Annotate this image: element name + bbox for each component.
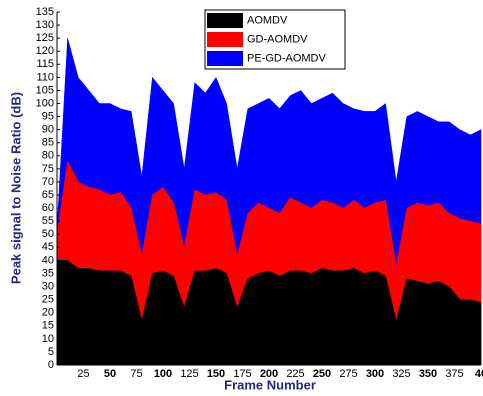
y-tick-label: 15 — [42, 320, 54, 332]
y-axis-title: Peak signal to Noise Ratio (dB) — [8, 92, 23, 284]
x-tick-label: 325 — [392, 368, 410, 380]
x-tick-label: 350 — [419, 368, 437, 380]
x-tick-label: 200 — [260, 368, 278, 380]
y-tick-label: 115 — [36, 58, 54, 70]
y-tick-label: 75 — [42, 163, 54, 175]
x-tick-label: 50 — [104, 368, 116, 380]
y-tick-label: 80 — [42, 150, 54, 162]
x-tick-label: 275 — [339, 368, 357, 380]
x-tick-label: 125 — [180, 368, 198, 380]
y-tick-label: 20 — [42, 307, 54, 319]
y-tick-label: 105 — [36, 84, 54, 96]
legend-label: GD-AOMDV — [247, 33, 308, 45]
x-tick-label: 175 — [233, 368, 251, 380]
y-tick-label: 135 — [36, 6, 54, 18]
legend-swatch — [207, 32, 243, 47]
y-tick-label: 45 — [42, 241, 54, 253]
x-tick-label: 225 — [286, 368, 304, 380]
y-tick-label: 60 — [42, 202, 54, 214]
legend-swatch — [207, 51, 243, 66]
x-axis-title: Frame Number — [224, 377, 316, 392]
y-tick-label: 5 — [48, 346, 54, 358]
x-tick-label: 25 — [77, 368, 89, 380]
y-tick-label: 95 — [42, 110, 54, 122]
x-tick-label: 40 — [475, 368, 483, 380]
y-tick-label: 110 — [36, 71, 54, 83]
legend-label: PE-GD-AOMDV — [247, 52, 327, 64]
y-tick-label: 130 — [36, 19, 54, 31]
x-tick-label: 375 — [445, 368, 463, 380]
x-tick-label: 250 — [313, 368, 331, 380]
y-tick-label: 10 — [42, 333, 54, 345]
y-tick-label: 0 — [48, 359, 54, 371]
y-tick-label: 30 — [42, 280, 54, 292]
legend-swatch — [207, 13, 243, 28]
y-tick-label: 90 — [42, 124, 54, 136]
y-tick-label: 85 — [42, 137, 54, 149]
y-tick-label: 100 — [36, 97, 54, 109]
x-tick-label: 100 — [154, 368, 172, 380]
y-tick-label: 125 — [36, 32, 54, 44]
x-tick-label: 300 — [366, 368, 384, 380]
y-tick-label: 70 — [42, 176, 54, 188]
x-tick-label: 75 — [130, 368, 142, 380]
y-tick-label: 35 — [42, 267, 54, 279]
area — [56, 260, 482, 366]
y-tick-label: 40 — [42, 254, 54, 266]
legend-label: AOMDV — [247, 14, 288, 26]
y-tick-label: 120 — [36, 45, 54, 57]
y-tick-label: 50 — [42, 228, 54, 240]
y-tick-label: 25 — [42, 294, 54, 306]
y-tick-label: 65 — [42, 189, 54, 201]
y-tick-label: 55 — [42, 215, 54, 227]
x-tick-label: 150 — [207, 368, 225, 380]
